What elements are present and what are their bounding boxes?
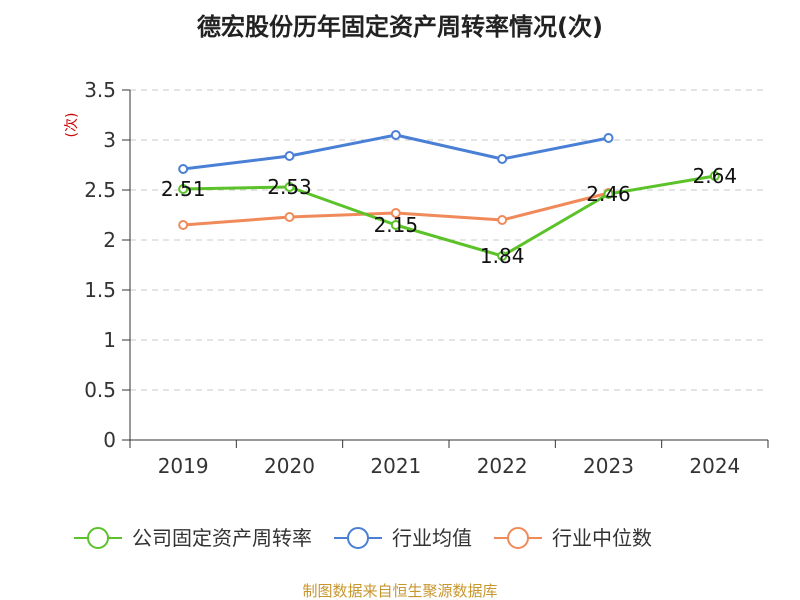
- legend-item: 公司固定资产周转率: [74, 526, 312, 550]
- x-tick-label: 2023: [583, 454, 634, 478]
- legend-item: 行业中位数: [494, 526, 652, 550]
- x-tick-label: 2024: [689, 454, 740, 478]
- data-label: 2.64: [693, 164, 738, 188]
- source-note: 制图数据来自恒生聚源数据库: [302, 582, 497, 600]
- y-tick-label: 2.5: [84, 178, 116, 202]
- x-tick-label: 2020: [264, 454, 315, 478]
- legend: 公司固定资产周转率 行业均值 行业中位数: [74, 526, 652, 550]
- data-point: [497, 251, 508, 261]
- y-tick-label: 1.5: [84, 278, 116, 302]
- legend-item: 行业均值: [334, 526, 472, 550]
- data-label: 1.84: [480, 244, 525, 268]
- data-label: 2.46: [586, 182, 631, 206]
- data-point: [497, 154, 508, 164]
- y-tick-label: 1: [103, 328, 116, 352]
- x-tick-label: 2021: [370, 454, 421, 478]
- data-point: [390, 130, 401, 140]
- legend-label: 公司固定资产周转率: [132, 526, 312, 550]
- data-point: [284, 151, 295, 161]
- legend-marker-icon: [347, 527, 369, 549]
- legend-label: 行业均值: [392, 526, 472, 550]
- data-point: [709, 171, 720, 181]
- series-layer: [178, 130, 720, 261]
- x-tick-label: 2019: [158, 454, 209, 478]
- series-line: [183, 174, 716, 258]
- data-point: [178, 184, 189, 194]
- series-1: [178, 130, 614, 174]
- data-point: [284, 212, 295, 222]
- data-point: [603, 133, 614, 143]
- data-point: [603, 189, 614, 199]
- data-label-layer: 2.51 2.53 2.15 1.84 2.46 2.64: [161, 164, 737, 268]
- y-tick-label: 3: [103, 128, 116, 152]
- data-point: [497, 215, 508, 225]
- data-point: [178, 164, 189, 174]
- data-label: 2.51: [161, 177, 206, 201]
- y-tick-label: 0.5: [84, 378, 116, 402]
- y-tick-label: 0: [103, 428, 116, 452]
- data-point: [390, 208, 401, 218]
- legend-marker-icon: [507, 527, 529, 549]
- y-tick-label: 2: [103, 228, 116, 252]
- data-label: 2.53: [267, 175, 312, 199]
- x-tick-label: 2022: [477, 454, 528, 478]
- data-point: [284, 182, 295, 192]
- legend-label: 行业中位数: [552, 526, 652, 550]
- data-label: 2.15: [374, 213, 419, 237]
- y-axis-unit-label: (次): [64, 113, 80, 138]
- y-tick-label: 3.5: [84, 78, 116, 102]
- legend-marker-icon: [87, 527, 109, 549]
- series-0: [178, 171, 720, 261]
- data-point: [390, 220, 401, 230]
- chart-title: 德宏股份历年固定资产周转率情况(次): [197, 13, 603, 41]
- data-point: [178, 220, 189, 230]
